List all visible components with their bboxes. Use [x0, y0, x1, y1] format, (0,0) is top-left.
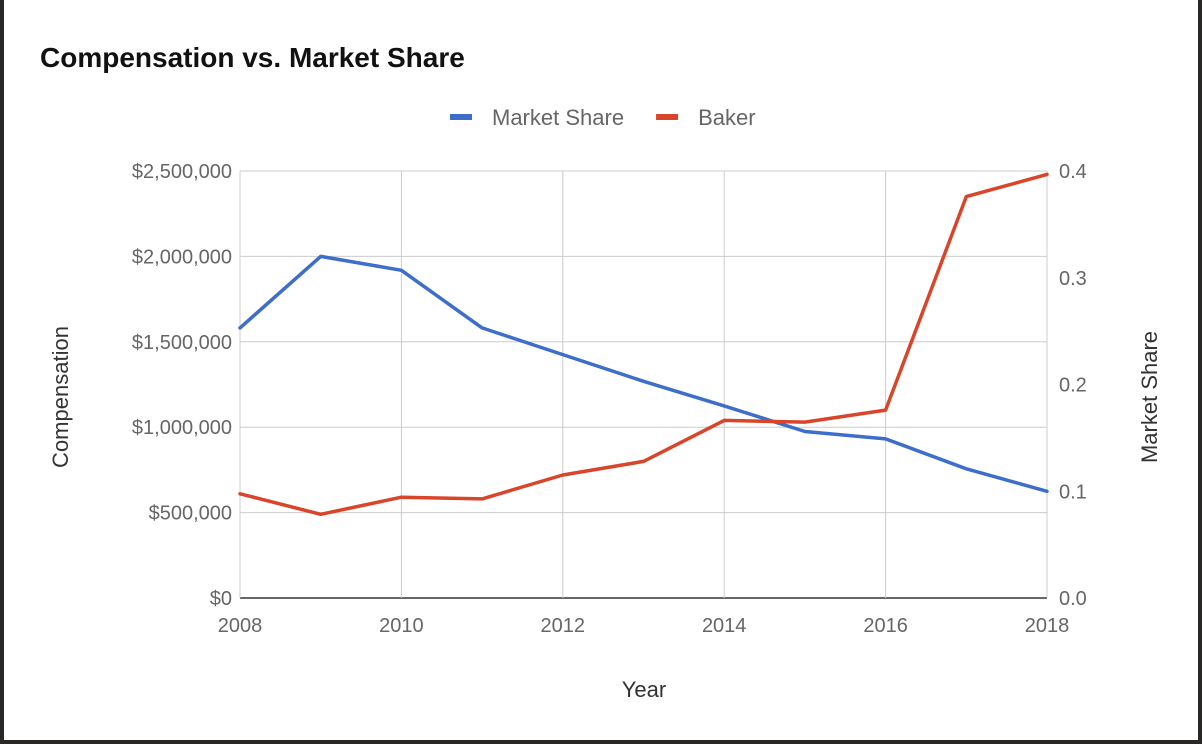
- legend: Market Share Baker: [450, 105, 756, 130]
- chart-title: Compensation vs. Market Share: [40, 42, 465, 73]
- y-right-tick-label: 0.1: [1059, 481, 1087, 503]
- x-tick-label: 2014: [702, 615, 747, 637]
- legend-swatch: [450, 114, 472, 120]
- legend-swatch: [656, 114, 679, 120]
- right-axis-ticks: 0.0 0.1 0.2 0.3 0.4: [1059, 161, 1087, 610]
- grid-lines: [239, 170, 1048, 599]
- legend-label: Baker: [698, 105, 755, 130]
- y-left-tick-label: $0: [210, 588, 232, 610]
- x-tick-label: 2010: [379, 615, 424, 637]
- series-line-baker: [238, 172, 1049, 517]
- y-left-tick-label: $500,000: [149, 503, 232, 525]
- y-left-tick-label: $1,000,000: [132, 417, 232, 439]
- chart-frame: Compensation vs. Market Share Market Sha…: [4, 0, 1198, 740]
- x-tick-label: 2018: [1025, 615, 1070, 637]
- x-tick-label: 2008: [218, 615, 263, 637]
- y-right-tick-label: 0.4: [1059, 161, 1087, 183]
- y-axis-left-title: Compensation: [48, 326, 73, 468]
- y-left-tick-label: $1,500,000: [132, 332, 232, 354]
- series-lines: [238, 172, 1049, 517]
- y-right-tick-label: 0.0: [1059, 588, 1087, 610]
- y-left-tick-label: $2,500,000: [132, 161, 232, 183]
- y-axis-right-title: Market Share: [1137, 331, 1162, 463]
- series-line-market-share: [238, 254, 1049, 494]
- y-right-tick-label: 0.3: [1059, 268, 1087, 290]
- chart-svg: Compensation vs. Market Share Market Sha…: [40, 42, 1162, 702]
- x-axis-title: Year: [622, 677, 666, 702]
- legend-label: Market Share: [492, 105, 624, 130]
- x-tick-label: 2012: [541, 615, 586, 637]
- x-axis-ticks: 2008 2010 2012 2014 2016 2018: [218, 615, 1070, 637]
- y-right-tick-label: 0.2: [1059, 375, 1087, 397]
- x-tick-label: 2016: [863, 615, 908, 637]
- left-axis-ticks: $0 $500,000 $1,000,000 $1,500,000 $2,000,000…: [132, 161, 232, 610]
- y-left-tick-label: $2,000,000: [132, 246, 232, 268]
